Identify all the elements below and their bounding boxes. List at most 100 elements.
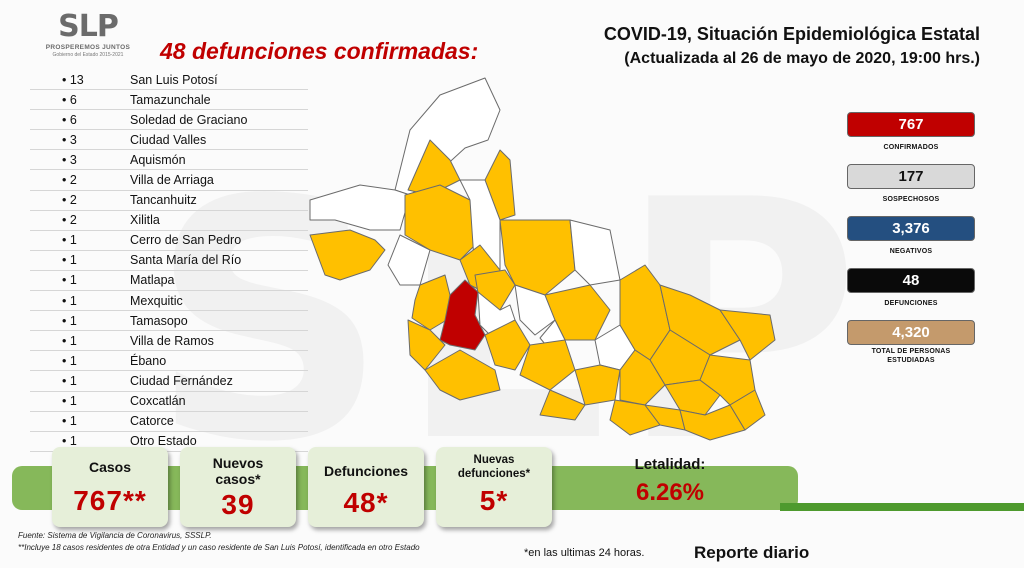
map-region-tancanhuitz xyxy=(664,379,721,416)
map-region-west-white xyxy=(387,234,431,286)
map-region-san-luis-potosi xyxy=(439,279,486,351)
municipality-count: • 1 xyxy=(62,333,77,348)
municipality-count: • 3 xyxy=(62,132,77,147)
list-item: • 1 Catorce xyxy=(30,412,308,432)
new-cases-card: Nuevos casos* 39 xyxy=(180,447,296,527)
deaths-title: 48 defunciones confirmadas: xyxy=(160,38,479,64)
municipality-name: Villa de Ramos xyxy=(130,333,214,348)
state-map xyxy=(309,77,776,441)
logo-slogan: PROSPEREMOS JUNTOS xyxy=(45,44,131,51)
municipality-count: • 1 xyxy=(62,414,77,429)
list-item: • 1 Ébano xyxy=(30,351,308,372)
municipality-name: Tancanhuitz xyxy=(130,193,197,208)
list-item: • 1 Otro Estado xyxy=(30,432,308,452)
municipality-name: Soledad de Graciano xyxy=(130,112,248,127)
studied-box: 4,320 xyxy=(847,320,975,345)
municipality-count: • 13 xyxy=(62,72,84,87)
map-region-south-yellow xyxy=(424,349,501,401)
lethality-block: Letalidad: 6.26% xyxy=(560,456,780,507)
municipality-count: • 1 xyxy=(62,434,77,449)
new-deaths-label: Nuevas defunciones* xyxy=(457,454,531,480)
municipality-name: Otro Estado xyxy=(130,434,197,449)
studied-label: TOTAL DE PERSONAS ESTUDIADAS xyxy=(871,348,951,364)
municipality-name: Tamasopo xyxy=(130,313,188,328)
list-item: • 1 Ciudad Fernández xyxy=(30,371,308,392)
page-title: COVID-19, Situación Epidemiológica Estat… xyxy=(603,24,980,44)
new-deaths-value: 5* xyxy=(479,485,509,516)
list-item: • 1 Mexquitic xyxy=(30,291,308,312)
new-deaths-card: Nuevas defunciones* 5* xyxy=(436,447,552,527)
deaths-card-label: Defunciones xyxy=(323,463,408,479)
page-subtitle: (Actualizada al 26 de mayo de 2020, 19:0… xyxy=(624,50,980,67)
list-item: • 6 Soledad de Graciano xyxy=(30,110,308,131)
negative-box: 3,376 xyxy=(847,216,975,241)
suspected-box: 177 xyxy=(847,164,975,189)
municipality-name: Cerro de San Pedro xyxy=(130,233,242,248)
municipality-name: Xilitla xyxy=(130,213,160,228)
deaths-label: DEFUNCIONES xyxy=(884,300,938,307)
municipality-count: • 3 xyxy=(62,152,77,167)
deaths-box: 48 xyxy=(847,268,975,293)
list-item: • 1 Cerro de San Pedro xyxy=(30,231,308,251)
map-region-tamuin xyxy=(719,309,776,361)
municipality-count: • 1 xyxy=(62,353,77,368)
municipality-name: Villa de Arriaga xyxy=(130,173,214,188)
list-item: • 3 Aquismón xyxy=(30,150,308,171)
map-region-east-white xyxy=(569,219,621,286)
list-item: • 1 Santa María del Río xyxy=(30,251,308,271)
cases-footnote: **Incluye 18 casos residentes de otra En… xyxy=(18,543,420,552)
deaths-card: Defunciones 48* xyxy=(308,447,424,527)
municipality-name: Tamazunchale xyxy=(130,92,211,107)
municipality-name: Matlapa xyxy=(130,273,175,288)
negative-label: NEGATIVOS xyxy=(889,248,933,255)
list-item: • 1 Villa de Ramos xyxy=(30,331,308,352)
list-item: • 6 Tamazunchale xyxy=(30,90,308,111)
24h-footnote: *en las ultimas 24 horas. xyxy=(524,547,645,559)
municipality-count: • 2 xyxy=(62,193,77,208)
municipality-deaths-list: • 13 San Luis Potosí • 6 Tamazunchale • 6 Sol… xyxy=(30,70,308,452)
new-cases-label: Nuevos casos* xyxy=(212,455,264,487)
logo: SLP PROSPEREMOS JUNTOS Gobierno del Esta… xyxy=(38,9,138,59)
cases-value: 767** xyxy=(73,485,147,516)
stats-panel: 767 CONFIRMADOS 177 SOSPECHOSOS 3,376 NE… xyxy=(847,112,975,372)
municipality-name: Aquismón xyxy=(130,152,186,167)
map-region-xilitla xyxy=(609,399,661,436)
cases-card: Casos 767** xyxy=(52,447,168,527)
confirmed-label: CONFIRMADOS xyxy=(883,144,939,151)
deaths-card-value: 48* xyxy=(343,487,389,518)
map-region-zaragoza xyxy=(514,284,556,336)
list-item: • 13 San Luis Potosí xyxy=(30,70,308,91)
municipality-count: • 1 xyxy=(62,293,77,308)
logo-government: Gobierno del Estado 2015-2021 xyxy=(52,52,124,58)
municipality-name: San Luis Potosí xyxy=(130,72,218,87)
municipality-name: Santa María del Río xyxy=(130,253,242,268)
source-note: Fuente: Sistema de Vigilancia de Coronav… xyxy=(18,531,212,540)
list-item: • 2 Tancanhuitz xyxy=(30,191,308,211)
cases-label: Casos xyxy=(88,459,132,475)
municipality-count: • 1 xyxy=(62,233,77,248)
municipality-name: Catorce xyxy=(130,414,174,429)
municipality-count: • 2 xyxy=(62,213,77,228)
map-region-charcas xyxy=(404,184,481,261)
map-region-villa-de-arriaga xyxy=(407,319,446,371)
municipality-name: Mexquitic xyxy=(130,293,183,308)
map-region-villa-de-ramos xyxy=(309,229,386,281)
municipality-count: • 6 xyxy=(62,112,77,127)
municipality-count: • 2 xyxy=(62,173,77,188)
map-region-lagunillas xyxy=(539,389,586,421)
map-region-coxcatlan xyxy=(729,389,766,431)
municipality-count: • 1 xyxy=(62,253,77,268)
list-item: • 1 Matlapa xyxy=(30,271,308,292)
logo-mark: SLP xyxy=(58,9,119,44)
lethality-label: Letalidad: xyxy=(634,456,706,473)
municipality-count: • 1 xyxy=(62,273,77,288)
municipality-name: Ébano xyxy=(130,353,167,368)
list-item: • 1 Coxcatlán xyxy=(30,392,308,412)
municipality-name: Coxcatlán xyxy=(130,394,186,409)
municipality-name: Ciudad Valles xyxy=(130,132,207,147)
banner-line xyxy=(780,503,1024,511)
map-region-santa-maria xyxy=(484,319,531,371)
list-item: • 1 Tamasopo xyxy=(30,311,308,332)
map-region-northwest xyxy=(309,184,411,231)
municipality-count: • 1 xyxy=(62,394,77,409)
